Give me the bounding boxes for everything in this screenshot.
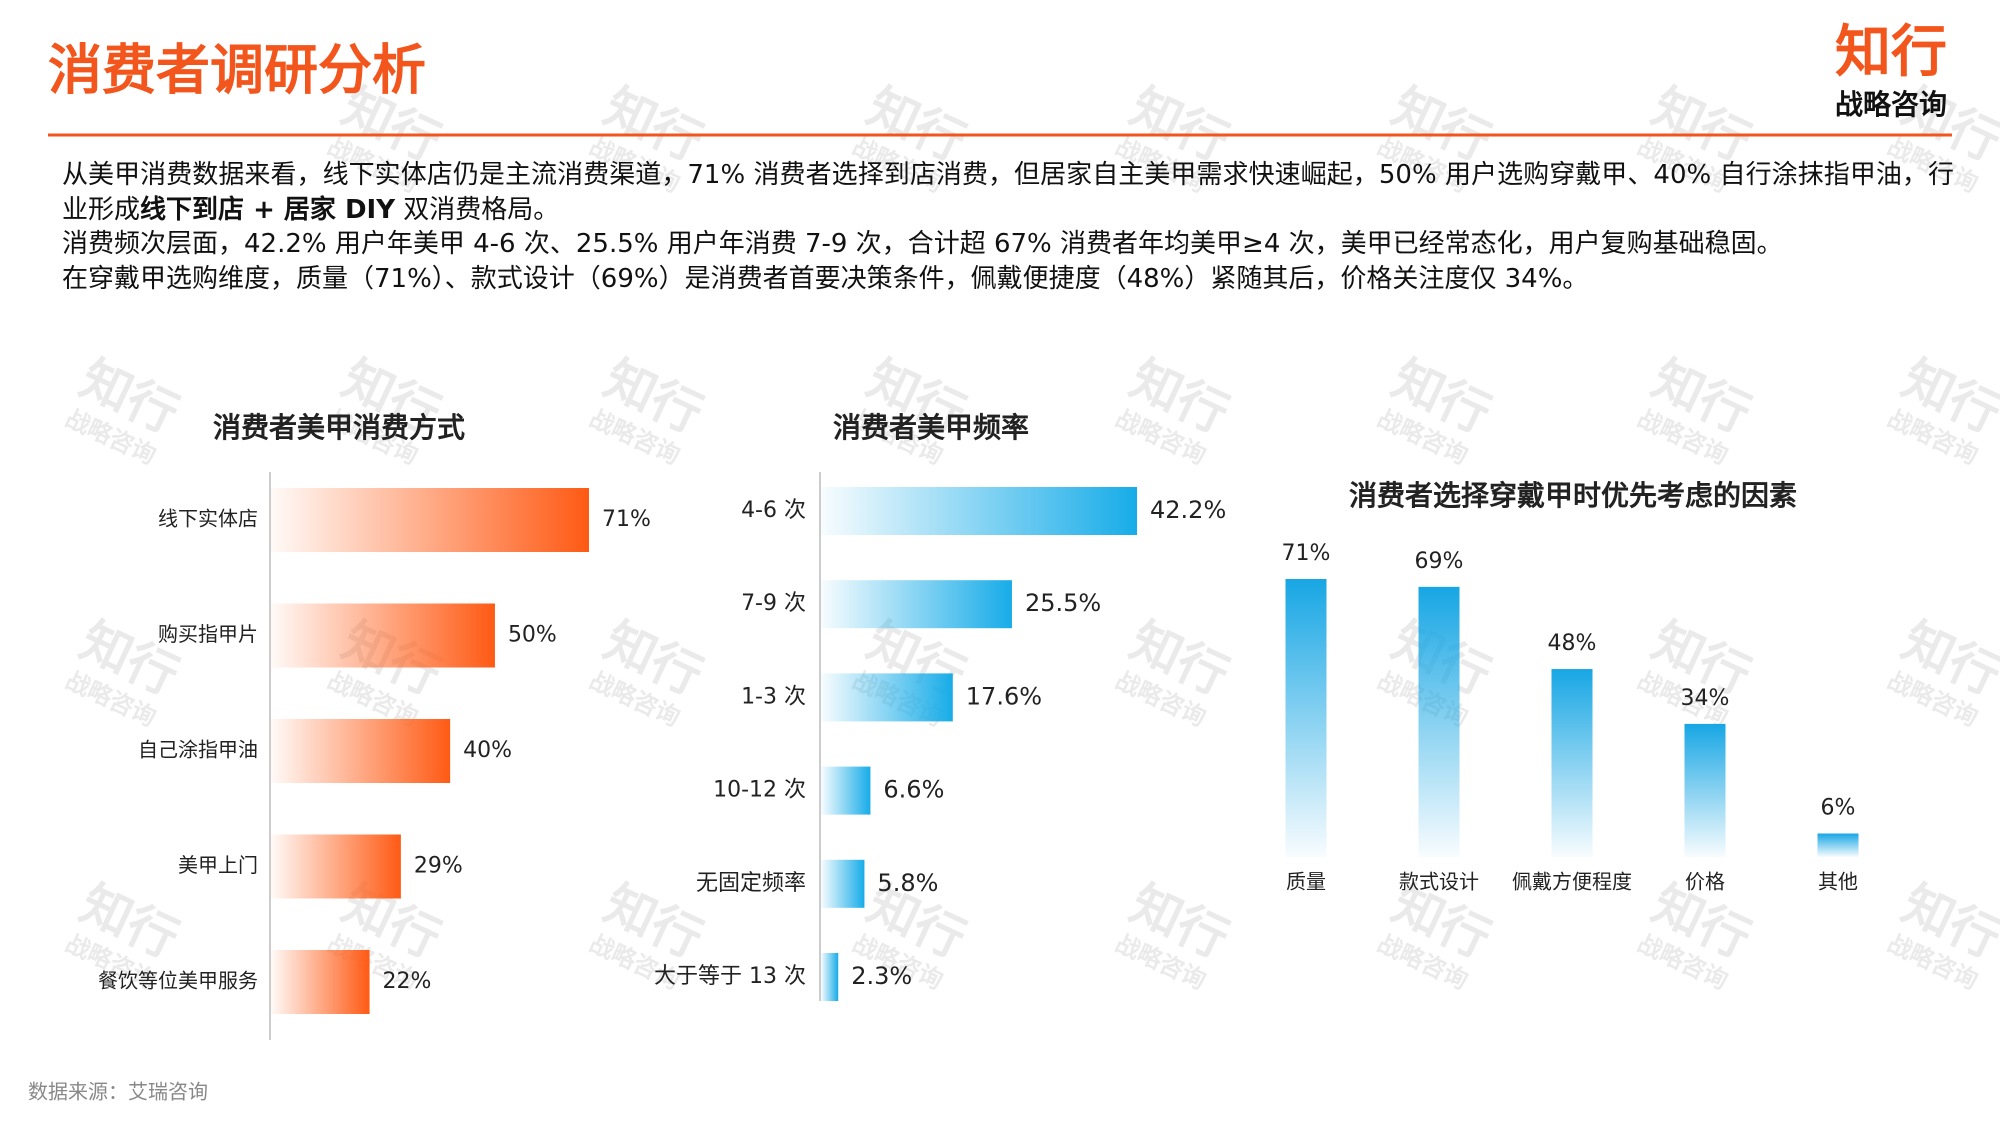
- source: 数据来源：艾瑞咨询: [28, 1080, 208, 1104]
- category-label: 1-3 次: [741, 684, 806, 709]
- bar: [821, 859, 865, 908]
- bar: [271, 950, 370, 1014]
- category-label: 餐饮等位美甲服务: [98, 969, 258, 993]
- bar: [271, 719, 451, 783]
- chart-title: 消费者美甲频率: [833, 411, 1029, 444]
- category-label: 美甲上门: [178, 853, 258, 877]
- bar: [1418, 586, 1460, 857]
- value-label: 71%: [602, 507, 651, 532]
- value-label: 17.6%: [966, 682, 1042, 710]
- value-label: 34%: [1681, 686, 1730, 711]
- logo: 知行: [1835, 20, 1947, 85]
- value-label: 40%: [463, 738, 512, 763]
- paragraph: 在穿戴甲选购维度，质量（71%）、款式设计（69%）是消费者首要决策条件，佩戴便…: [62, 262, 1954, 297]
- value-label: 2.3%: [851, 962, 912, 990]
- value-label: 25.5%: [1025, 589, 1101, 617]
- category-label: 价格: [1685, 870, 1725, 894]
- paragraph: 消费频次层面，42.2% 用户年美甲 4-6 次、25.5% 用户年消费 7-9…: [62, 227, 1954, 262]
- bar: [271, 834, 401, 899]
- text: 从美甲消费数据来看，线下实体店仍是主流消费渠道，71% 消费者选择到店消费，但居…: [62, 160, 1954, 225]
- value-label: 69%: [1415, 549, 1464, 574]
- category-label: 无固定频率: [696, 871, 806, 896]
- category-label: 线下实体店: [158, 507, 258, 531]
- category-label: 自己涂指甲油: [138, 738, 258, 762]
- value-label: 50%: [508, 623, 557, 648]
- category-label: 7-9 次: [741, 591, 806, 616]
- value-label: 48%: [1548, 631, 1597, 656]
- summary: 从美甲消费数据来看，线下实体店仍是主流消费渠道，71% 消费者选择到店消费，但居…: [62, 158, 1954, 296]
- value-label: 6%: [1821, 796, 1856, 821]
- text: 消费频次层面，42.2% 用户年美甲 4-6 次、25.5% 用户年消费 7-9…: [62, 229, 1783, 259]
- bar: [1684, 723, 1726, 857]
- value-label: 71%: [1282, 541, 1331, 566]
- chart-title: 消费者美甲消费方式: [213, 411, 465, 444]
- paragraph: 从美甲消费数据来看，线下实体店仍是主流消费渠道，71% 消费者选择到店消费，但居…: [62, 158, 1954, 227]
- category-label: 大于等于 13 次: [654, 964, 806, 989]
- bar: [1285, 579, 1327, 857]
- bar: [821, 580, 1012, 629]
- bar: [821, 673, 953, 722]
- category-label: 10-12 次: [713, 778, 806, 803]
- logo-sub: 战略咨询: [1835, 88, 1947, 121]
- slide-title: 消费者调研分析: [48, 39, 426, 102]
- category-label: 质量: [1286, 870, 1326, 894]
- bar: [1817, 833, 1859, 857]
- bar: [271, 488, 589, 552]
- value-label: 5.8%: [877, 869, 938, 897]
- category-label: 4-6 次: [741, 498, 806, 523]
- value-label: 6.6%: [883, 776, 944, 804]
- bar: [271, 603, 495, 668]
- value-label: 22%: [383, 969, 432, 994]
- value-label: 29%: [414, 854, 463, 879]
- category-label: 购买指甲片: [158, 622, 258, 646]
- value-label: 42.2%: [1150, 496, 1226, 524]
- bar: [821, 487, 1137, 535]
- text: 双消费格局。: [395, 194, 560, 225]
- category-label: 其他: [1818, 870, 1858, 894]
- bar: [821, 953, 839, 1001]
- bar: [821, 766, 871, 815]
- text: 在穿戴甲选购维度，质量（71%）、款式设计（69%）是消费者首要决策条件，佩戴便…: [62, 263, 1589, 294]
- bold-text: 线下到店 + 居家 DIY: [140, 194, 396, 225]
- category-label: 佩戴方便程度: [1512, 870, 1632, 894]
- category-label: 款式设计: [1399, 870, 1479, 894]
- bar: [1551, 669, 1593, 857]
- chart-title: 消费者选择穿戴甲时优先考虑的因素: [1349, 479, 1797, 512]
